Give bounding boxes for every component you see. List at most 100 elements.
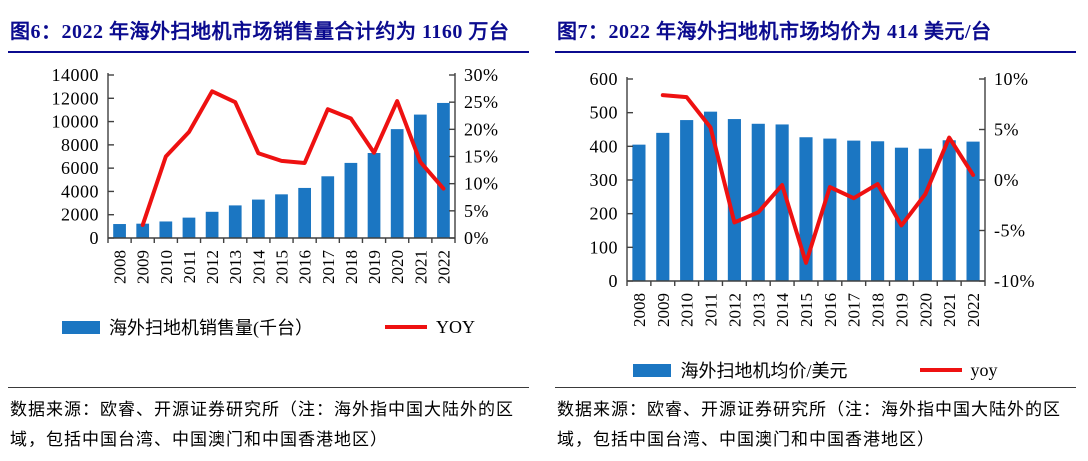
svg-text:12000: 12000 [52, 88, 100, 108]
figure-6-panel: 图6：2022 年海外扫地机市场销售量合计约为 1160 万台 0 2000 400… [8, 14, 529, 461]
figure-7-legend: 海外扫地机均价/美元 yoy [555, 357, 1076, 383]
svg-text:2014: 2014 [249, 250, 268, 285]
legend-item-bar: 海外扫地机均价/美元 [633, 357, 848, 383]
bar [775, 124, 789, 281]
legend-bar-label: 海外扫地机均价/美元 [680, 361, 848, 381]
svg-text:2012: 2012 [725, 293, 744, 327]
svg-text:2017: 2017 [845, 293, 864, 328]
svg-text:2016: 2016 [821, 293, 840, 327]
bar [727, 119, 741, 282]
bar [113, 224, 126, 238]
bar [182, 217, 196, 238]
svg-text:-10%: -10% [994, 271, 1035, 291]
legend-bar-label: 海外扫地机销售量(千台） [109, 318, 313, 338]
svg-text:2008: 2008 [630, 293, 649, 327]
average-price-chart: 0 100 200 300 400 500 600 -10% -5% 0% 5% 10% 2008 200… [590, 69, 1035, 328]
figure-7-chart-area: 0 100 200 300 400 500 600 -10% -5% 0% 5% 10% 2008 200… [555, 65, 1076, 355]
svg-text:2017: 2017 [319, 250, 338, 285]
bar [703, 111, 718, 281]
svg-text:2018: 2018 [342, 250, 361, 284]
svg-text:500: 500 [590, 103, 619, 123]
legend-line-label: yoy [970, 359, 998, 380]
svg-text:5%: 5% [994, 120, 1019, 140]
svg-text:2014: 2014 [773, 293, 792, 328]
svg-text:0%: 0% [464, 228, 489, 248]
bar [823, 138, 837, 281]
svg-text:2000: 2000 [61, 205, 99, 225]
svg-text:2019: 2019 [365, 250, 384, 284]
svg-text:2016: 2016 [296, 250, 315, 284]
svg-text:300: 300 [590, 170, 619, 190]
svg-text:0: 0 [609, 271, 619, 291]
svg-text:0%: 0% [994, 170, 1019, 190]
svg-text:6000: 6000 [61, 158, 99, 178]
figure-6-source-note: 数据来源：欧睿、开源证券研究所（注：海外指中国大陆外的区 域，包括中国台湾、中国… [8, 387, 529, 461]
svg-text:2008: 2008 [111, 250, 130, 284]
source-line-1: 数据来源：欧睿、开源证券研究所（注：海外指中国大陆外的区 [557, 400, 1061, 419]
bar [205, 211, 219, 238]
sales-volume-chart: 0 2000 4000 6000 8000 10000 12000 14000 0% 5% 10% 1… [52, 65, 499, 285]
svg-text:2010: 2010 [157, 250, 176, 284]
bar [942, 140, 956, 281]
svg-text:2021: 2021 [940, 293, 959, 327]
figure-6-title: 图6：2022 年海外扫地机市场销售量合计约为 1160 万台 [8, 14, 529, 53]
svg-text:10%: 10% [464, 174, 499, 194]
bar [252, 199, 265, 238]
svg-text:20%: 20% [464, 119, 499, 139]
source-line-2: 域，包括中国台湾、中国澳门和中国香港地区） [10, 430, 388, 449]
svg-text:10%: 10% [994, 69, 1029, 89]
svg-text:25%: 25% [464, 92, 499, 112]
bar [413, 114, 427, 238]
svg-text:400: 400 [590, 136, 619, 156]
bar [321, 176, 335, 238]
svg-text:2013: 2013 [226, 250, 245, 284]
svg-text:15%: 15% [464, 147, 499, 167]
svg-text:2015: 2015 [273, 250, 292, 284]
svg-text:2020: 2020 [916, 293, 935, 327]
yoy-line [660, 93, 976, 265]
figure-6-chart-area: 0 2000 4000 6000 8000 10000 12000 14000 0% 5% 10% 1… [8, 65, 529, 312]
svg-text:100: 100 [590, 237, 619, 257]
svg-text:200: 200 [590, 204, 619, 224]
svg-text:2009: 2009 [654, 293, 673, 327]
svg-text:2018: 2018 [869, 293, 888, 327]
bar [680, 120, 694, 281]
svg-text:600: 600 [590, 69, 619, 89]
line-swatch-icon [919, 368, 962, 372]
legend-item-line: yoy [919, 359, 998, 381]
svg-text:2015: 2015 [797, 293, 816, 327]
svg-text:2022: 2022 [964, 293, 983, 327]
yoy-line [140, 89, 446, 227]
bar [159, 221, 173, 238]
bar [390, 129, 404, 238]
svg-text:8000: 8000 [61, 135, 99, 155]
bar [136, 223, 150, 238]
bar [894, 147, 909, 281]
svg-text:-5%: -5% [994, 221, 1026, 241]
figure-7-title: 图7：2022 年海外扫地机市场均价为 414 美元/台 [555, 14, 1076, 53]
source-line-1: 数据来源：欧睿、开源证券研究所（注：海外指中国大陆外的区 [10, 400, 514, 419]
bar [344, 162, 358, 238]
bar [367, 153, 381, 238]
bar [656, 132, 670, 281]
svg-text:5%: 5% [464, 201, 489, 221]
bar [275, 194, 288, 238]
bar [966, 141, 980, 281]
bar [871, 141, 885, 281]
source-line-2: 域，包括中国台湾、中国澳门和中国香港地区） [557, 430, 935, 449]
bar [918, 148, 932, 281]
svg-text:14000: 14000 [52, 65, 100, 85]
bar [751, 123, 765, 281]
bar [228, 205, 242, 238]
bar-swatch-icon [62, 320, 100, 334]
svg-text:30%: 30% [464, 65, 499, 85]
figure-7-panel: 图7：2022 年海外扫地机市场均价为 414 美元/台 0 100 200 300 4… [555, 14, 1076, 461]
svg-text:2009: 2009 [134, 250, 153, 284]
svg-text:2019: 2019 [892, 293, 911, 327]
svg-text:2021: 2021 [411, 250, 430, 284]
bar [298, 187, 311, 238]
legend-line-label: YOY [436, 316, 475, 337]
bar [799, 137, 813, 281]
svg-text:2013: 2013 [749, 293, 768, 327]
svg-text:4000: 4000 [61, 181, 99, 201]
